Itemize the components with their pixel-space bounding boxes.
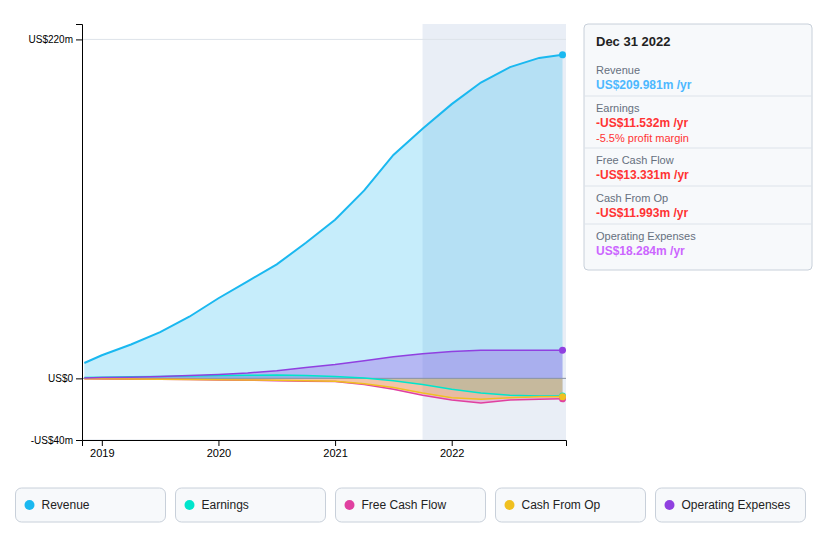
chart-svg: -US$40m US$0 US$220m 2019 2020 2021 2022 Dec 31… bbox=[0, 0, 821, 560]
end-dot bbox=[559, 347, 566, 354]
legend-box bbox=[336, 488, 486, 522]
series-line bbox=[84, 379, 562, 403]
legend-label: Earnings bbox=[202, 498, 249, 512]
y-tick: -US$40m bbox=[31, 435, 82, 446]
series-area bbox=[84, 378, 562, 399]
info-row-label: Earnings bbox=[596, 102, 640, 114]
grid-line bbox=[82, 440, 566, 441]
areas bbox=[84, 55, 562, 403]
y-axis-line bbox=[76, 25, 83, 441]
info-box-title: Dec 31 2022 bbox=[596, 34, 670, 49]
y-tick-label: US$220m bbox=[29, 34, 73, 45]
series-line bbox=[84, 379, 562, 399]
legend-item: Earnings bbox=[176, 488, 326, 522]
legend-swatch bbox=[345, 500, 355, 510]
y-tick-mark bbox=[76, 440, 82, 441]
grid-line bbox=[82, 39, 566, 40]
info-row-label: Free Cash Flow bbox=[596, 154, 674, 166]
series-area bbox=[84, 378, 562, 403]
legend-swatch bbox=[25, 500, 35, 510]
x-tick-label: 2020 bbox=[207, 447, 231, 459]
info-row-separator bbox=[584, 96, 812, 97]
info-row-value: US$18.284m /yr bbox=[596, 244, 685, 258]
x-tick-label: 2021 bbox=[323, 447, 347, 459]
info-row-value: US$209.981m /yr bbox=[596, 78, 692, 92]
x-tick-mark bbox=[102, 440, 103, 446]
end-dots bbox=[559, 51, 566, 402]
series-line bbox=[84, 55, 562, 363]
x-tick-label: 2019 bbox=[90, 447, 114, 459]
legend-swatch bbox=[505, 500, 515, 510]
y-tick-label: -US$40m bbox=[31, 435, 73, 446]
legend-swatch bbox=[665, 500, 675, 510]
x-tick: 2021 bbox=[323, 440, 347, 459]
info-row-value: -US$13.331m /yr bbox=[596, 168, 689, 182]
y-tick-label: US$0 bbox=[48, 373, 73, 384]
y-tick: US$220m bbox=[29, 34, 82, 45]
chart-container: -US$40m US$0 US$220m 2019 2020 2021 2022 Dec 31… bbox=[0, 0, 821, 560]
legend-item: Cash From Op bbox=[496, 488, 646, 522]
x-tick-mark bbox=[218, 440, 219, 446]
end-dot bbox=[559, 51, 566, 58]
y-tick-mark bbox=[76, 39, 82, 40]
x-tick: 2019 bbox=[90, 440, 114, 459]
lines bbox=[84, 55, 562, 403]
legend-label: Cash From Op bbox=[522, 498, 601, 512]
y-tick: US$0 bbox=[48, 373, 82, 384]
legend-swatch bbox=[185, 500, 195, 510]
x-tick: 2022 bbox=[440, 440, 464, 459]
x-tick-label: 2022 bbox=[440, 447, 464, 459]
legend-box bbox=[496, 488, 646, 522]
grid bbox=[82, 39, 566, 440]
x-axis-line bbox=[83, 441, 567, 447]
plot-area bbox=[82, 24, 566, 440]
end-dot bbox=[559, 393, 566, 400]
legend-box bbox=[176, 488, 326, 522]
legend-item: Operating Expenses bbox=[656, 488, 806, 522]
legend-item: Free Cash Flow bbox=[336, 488, 486, 522]
series-area bbox=[84, 350, 562, 378]
x-tick-mark bbox=[335, 440, 336, 446]
legend-label: Operating Expenses bbox=[682, 498, 791, 512]
end-dot bbox=[559, 393, 566, 400]
legend-box bbox=[16, 488, 166, 522]
info-row-label: Operating Expenses bbox=[596, 230, 696, 242]
series-area bbox=[84, 55, 562, 379]
x-tick-mark bbox=[452, 440, 453, 446]
legend-label: Free Cash Flow bbox=[362, 498, 447, 512]
info-row-label: Revenue bbox=[596, 64, 640, 76]
info-row-separator bbox=[584, 186, 812, 187]
info-row-separator bbox=[584, 224, 812, 225]
info-box-background bbox=[584, 24, 812, 270]
series-line bbox=[84, 375, 562, 396]
y-tick-mark bbox=[76, 378, 82, 379]
legend-label: Revenue bbox=[42, 498, 90, 512]
info-row-value: -US$11.993m /yr bbox=[596, 206, 688, 220]
info-box: Dec 31 2022 Revenue US$209.981m /yr Earning… bbox=[584, 24, 812, 270]
info-row-value: -US$11.532m /yr bbox=[596, 116, 688, 130]
x-tick: 2020 bbox=[207, 440, 231, 459]
y-axis: -US$40m US$0 US$220m bbox=[29, 25, 83, 446]
legend-item: Revenue bbox=[16, 488, 166, 522]
legend-box bbox=[656, 488, 806, 522]
series-line bbox=[84, 350, 562, 378]
info-row-label: Cash From Op bbox=[596, 192, 668, 204]
info-row-separator bbox=[584, 148, 812, 149]
legend: Revenue Earnings Free Cash Flow Cash From O… bbox=[16, 488, 806, 522]
info-row-extra: -5.5% profit margin bbox=[596, 132, 689, 144]
x-axis: 2019 2020 2021 2022 bbox=[83, 440, 567, 459]
